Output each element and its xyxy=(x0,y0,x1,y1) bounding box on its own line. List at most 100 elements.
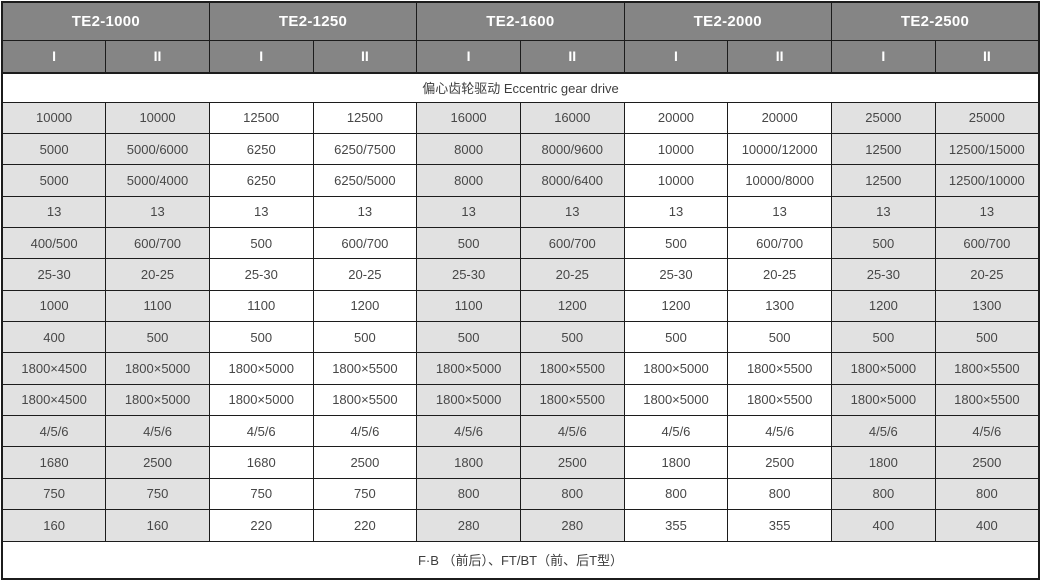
spec-row: 25-30 20-25 25-30 20-25 25-30 20-25 25-30 20-25… xyxy=(1,258,1040,291)
spec-cell: 13 xyxy=(208,195,314,229)
variant-header-i: I xyxy=(1,39,107,74)
spec-cell: 1800×5500 xyxy=(519,383,625,417)
mounting-type-label: F·B （前后）、FT/BT（前、后T型） xyxy=(1,540,1040,580)
spec-cell: 400 xyxy=(1,321,107,354)
spec-cell: 13 xyxy=(623,195,729,229)
spec-row: 1680 2500 1680 2500 1800 2500 1800 2500 1800 2500 xyxy=(1,446,1040,479)
spec-cell: 600/700 xyxy=(312,227,418,260)
spec-cell: 1800 xyxy=(416,446,521,479)
mounting-type-group: F·B （前后）、FT/BT（前、后T型） xyxy=(1,540,1040,580)
spec-cell: 10000 xyxy=(1,101,107,135)
spec-cell: 1800 xyxy=(623,446,729,479)
spec-cell: 4/5/6 xyxy=(727,415,832,448)
spec-cell: 1800×5000 xyxy=(831,383,936,417)
spec-cell: 6250/7500 xyxy=(312,133,418,166)
spec-cell: 2500 xyxy=(105,446,210,479)
spec-cell: 8000/6400 xyxy=(519,164,625,197)
spec-row: 160 160 220 220 280 280 355 355 400 400 xyxy=(1,509,1040,542)
spec-cell: 1800×5500 xyxy=(934,383,1040,417)
spec-cell: 750 xyxy=(1,477,107,511)
spec-cell: 280 xyxy=(519,509,625,542)
spec-cell: 4/5/6 xyxy=(312,415,418,448)
spec-cell: 1800×5000 xyxy=(623,383,729,417)
spec-cell: 1100 xyxy=(208,289,314,323)
spec-cell: 500 xyxy=(105,321,210,354)
spec-cell: 1800×4500 xyxy=(1,352,107,385)
model-header-te2-1600: TE2-1600 xyxy=(416,1,625,41)
spec-cell: 1800×5500 xyxy=(312,383,418,417)
spec-cell: 10000 xyxy=(105,101,210,135)
spec-cell: 6250 xyxy=(208,133,314,166)
spec-cell: 4/5/6 xyxy=(208,415,314,448)
spec-cell: 13 xyxy=(1,195,107,229)
spec-cell: 160 xyxy=(105,509,210,542)
spec-cell: 6250/5000 xyxy=(312,164,418,197)
spec-cell: 500 xyxy=(208,321,314,354)
spec-cell: 1800×5000 xyxy=(105,352,210,385)
spec-row: 400/500 600/700 500 600/700 500 600/700 500 600… xyxy=(1,227,1040,260)
spec-cell: 4/5/6 xyxy=(934,415,1040,448)
spec-cell: 800 xyxy=(831,477,936,511)
spec-cell: 1800×5500 xyxy=(934,352,1040,385)
spec-cell: 4/5/6 xyxy=(105,415,210,448)
variant-header-ii: II xyxy=(312,39,418,74)
spec-cell: 20-25 xyxy=(727,258,832,291)
spec-cell: 500 xyxy=(519,321,625,354)
spec-cell: 20-25 xyxy=(519,258,625,291)
spec-row: 10000 10000 12500 12500 16000 16000 20000 20000… xyxy=(1,101,1040,135)
spec-cell: 500 xyxy=(416,321,521,354)
spec-cell: 1800×5500 xyxy=(312,352,418,385)
spec-cell: 5000/6000 xyxy=(105,133,210,166)
spec-cell: 1680 xyxy=(1,446,107,479)
spec-cell: 25-30 xyxy=(1,258,107,291)
spec-cell: 20-25 xyxy=(312,258,418,291)
spec-cell: 1800×5000 xyxy=(416,383,521,417)
spec-cell: 220 xyxy=(312,509,418,542)
spec-cell: 1200 xyxy=(519,289,625,323)
spec-cell: 400 xyxy=(831,509,936,542)
spec-cell: 500 xyxy=(312,321,418,354)
spec-cell: 500 xyxy=(831,321,936,354)
spec-cell: 750 xyxy=(208,477,314,511)
spec-cell: 1100 xyxy=(416,289,521,323)
spec-cell: 4/5/6 xyxy=(519,415,625,448)
spec-cell: 500 xyxy=(831,227,936,260)
spec-cell: 13 xyxy=(416,195,521,229)
spec-cell: 500 xyxy=(623,321,729,354)
spec-cell: 600/700 xyxy=(934,227,1040,260)
spec-cell: 12500 xyxy=(208,101,314,135)
spec-cell: 20000 xyxy=(727,101,832,135)
drive-type-label: 偏心齿轮驱动 Eccentric gear drive xyxy=(1,72,1040,103)
variant-header-i: I xyxy=(208,39,314,74)
spec-cell: 12500 xyxy=(312,101,418,135)
spec-cell: 750 xyxy=(105,477,210,511)
spec-row: 5000 5000/6000 6250 6250/7500 8000 8000/9600 1… xyxy=(1,133,1040,166)
spec-cell: 10000/8000 xyxy=(727,164,832,197)
drive-type-row: 偏心齿轮驱动 Eccentric gear drive xyxy=(1,72,1040,103)
spec-cell: 4/5/6 xyxy=(416,415,521,448)
spec-row: 1800×4500 1800×5000 1800×5000 1800×5500 1800… xyxy=(1,383,1040,417)
spec-cell: 750 xyxy=(312,477,418,511)
spec-row: 13 13 13 13 13 13 13 13 13 13 xyxy=(1,195,1040,229)
spec-cell: 25000 xyxy=(831,101,936,135)
spec-cell: 1800 xyxy=(831,446,936,479)
spec-cell: 500 xyxy=(416,227,521,260)
spec-cell: 5000 xyxy=(1,164,107,197)
variant-header-ii: II xyxy=(519,39,625,74)
spec-cell: 1800×5000 xyxy=(623,352,729,385)
spec-cell: 1000 xyxy=(1,289,107,323)
spec-cell: 800 xyxy=(519,477,625,511)
model-header-te2-1000: TE2-1000 xyxy=(1,1,210,41)
variant-header-ii: II xyxy=(934,39,1040,74)
spec-cell: 355 xyxy=(623,509,729,542)
variant-header-i: I xyxy=(416,39,521,74)
variant-header-i: I xyxy=(623,39,729,74)
spec-cell: 1800×5000 xyxy=(208,383,314,417)
spec-cell: 800 xyxy=(934,477,1040,511)
spec-cell: 1800×5000 xyxy=(831,352,936,385)
table-header: TE2-1000 TE2-1250 TE2-1600 TE2-2000 TE2-… xyxy=(1,1,1040,74)
spec-cell: 1300 xyxy=(934,289,1040,323)
spec-cell: 1800×5000 xyxy=(105,383,210,417)
spec-row: 400 500 500 500 500 500 500 500 500 500 xyxy=(1,321,1040,354)
